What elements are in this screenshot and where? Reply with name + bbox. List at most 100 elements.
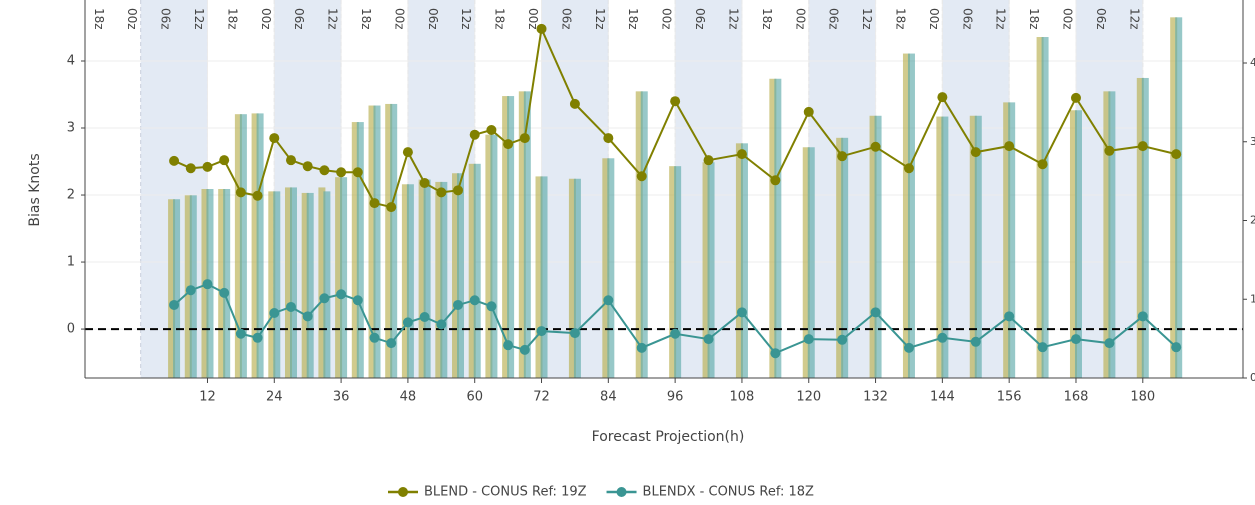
time-label: 18z	[493, 8, 507, 30]
series-marker	[469, 129, 480, 140]
bar	[423, 179, 431, 378]
bar	[468, 163, 476, 378]
time-label: 00z	[526, 8, 540, 30]
series-marker	[970, 336, 981, 347]
bar	[485, 134, 493, 378]
time-label: 00z	[259, 8, 273, 30]
bar	[1141, 77, 1149, 378]
bar	[335, 177, 343, 378]
series-marker	[536, 326, 547, 337]
series-marker	[569, 328, 580, 339]
time-label: 12z	[860, 8, 874, 30]
legend-marker	[616, 487, 627, 497]
bar	[969, 115, 977, 378]
plot-area	[85, 17, 1243, 378]
series-marker	[903, 163, 914, 174]
time-label: 06z	[426, 8, 440, 30]
series-marker	[636, 171, 647, 182]
time-label: 18z	[626, 8, 640, 30]
series-marker	[1037, 342, 1048, 353]
y2-tick-label: 2	[1250, 214, 1255, 227]
bar	[674, 166, 682, 378]
x-tick-label: 156	[997, 390, 1022, 405]
time-label: 12z	[593, 8, 607, 30]
x-tick-label: 36	[333, 390, 350, 405]
series-marker	[770, 175, 781, 186]
y-tick-label: 2	[67, 188, 75, 203]
series-marker	[252, 332, 263, 343]
series-marker	[603, 133, 614, 144]
series-marker	[503, 340, 514, 351]
series-marker	[419, 312, 430, 323]
bar	[173, 199, 181, 378]
x-tick-label: 72	[533, 390, 550, 405]
time-label: 00z	[793, 8, 807, 30]
series-marker	[870, 307, 881, 318]
series-marker	[269, 133, 280, 144]
series-marker	[235, 328, 246, 339]
y-tick-label: 1	[67, 255, 75, 270]
series-marker	[402, 317, 413, 328]
time-label: 06z	[827, 8, 841, 30]
bar	[836, 137, 844, 378]
series-marker	[970, 147, 981, 158]
series-marker	[319, 165, 330, 176]
bar	[974, 115, 982, 378]
bar	[640, 91, 648, 378]
bar	[669, 166, 677, 378]
time-label: 06z	[292, 8, 306, 30]
x-tick-label: 12	[199, 390, 216, 405]
bar	[457, 173, 465, 378]
series-marker	[569, 98, 580, 109]
series-marker	[670, 328, 681, 339]
bar	[385, 103, 393, 378]
series-marker	[453, 299, 464, 310]
time-label: 12z	[726, 8, 740, 30]
series-marker	[1070, 334, 1081, 345]
series-marker	[603, 295, 614, 306]
series-marker	[336, 289, 347, 300]
bar	[301, 192, 309, 378]
series-marker	[1104, 338, 1115, 349]
time-label: 18z	[1027, 8, 1041, 30]
time-label: 00z	[927, 8, 941, 30]
series-marker	[1037, 159, 1048, 170]
bar	[807, 147, 815, 378]
bar	[774, 78, 782, 378]
series-marker	[1004, 311, 1015, 322]
bar	[1069, 110, 1077, 378]
x-axis-title: Forecast Projection(h)	[592, 429, 745, 445]
bar	[936, 116, 944, 378]
time-label: 18z	[359, 8, 373, 30]
bar	[356, 122, 364, 378]
bar	[707, 162, 715, 378]
series-marker	[269, 307, 280, 318]
series-marker	[369, 198, 380, 209]
bar	[1041, 37, 1049, 378]
legend-item[interactable]: BLENDX - CONUS Ref: 18Z	[606, 485, 815, 500]
time-label: 12z	[994, 8, 1008, 30]
series-marker	[1004, 141, 1015, 152]
y-tick-label: 4	[67, 53, 75, 68]
bar	[368, 105, 376, 378]
bar	[340, 177, 348, 378]
bar	[518, 91, 526, 378]
bar	[635, 91, 643, 378]
time-label: 18z	[893, 8, 907, 30]
y2-tick-label: 3	[1250, 135, 1255, 148]
bar	[318, 187, 326, 378]
legend-item[interactable]: BLEND - CONUS Ref: 19Z	[388, 485, 587, 500]
series-marker	[219, 155, 230, 166]
series-marker	[402, 147, 413, 158]
bar	[1170, 17, 1178, 378]
bar	[452, 173, 460, 378]
bar	[490, 134, 498, 378]
series-marker	[386, 202, 397, 213]
series-marker	[235, 187, 246, 198]
time-label: 06z	[960, 8, 974, 30]
bar	[769, 78, 777, 378]
series-marker	[336, 167, 347, 178]
bar	[802, 147, 810, 378]
series-marker	[202, 161, 213, 172]
